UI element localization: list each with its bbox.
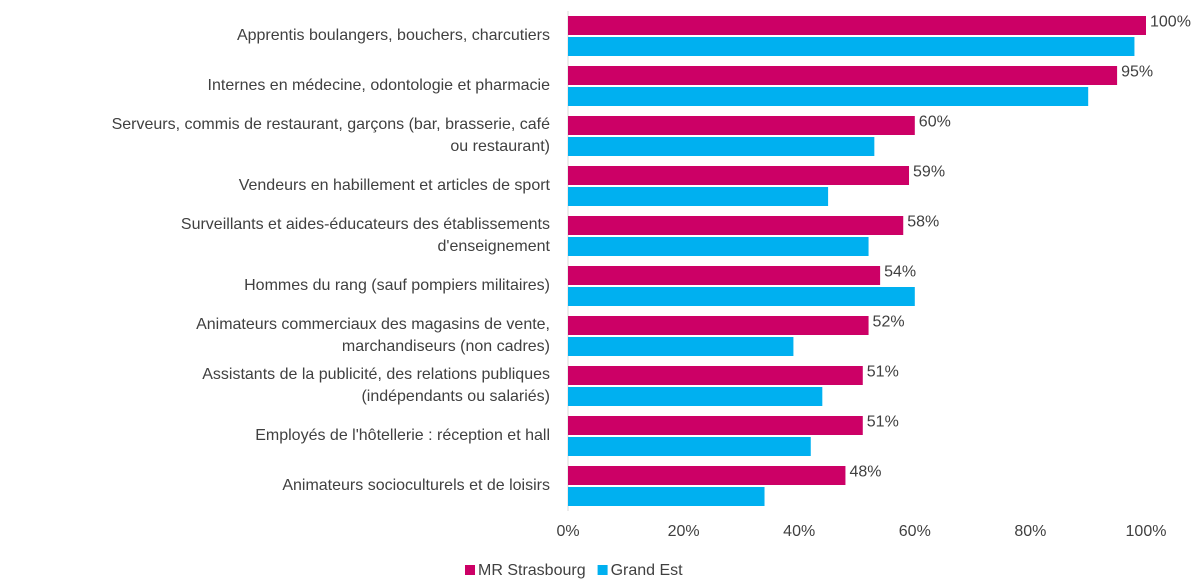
legend-label: Grand Est (611, 562, 684, 579)
bar (568, 37, 1135, 56)
x-tick-label: 80% (1014, 523, 1046, 540)
data-label: 51% (867, 364, 899, 381)
bar (568, 466, 846, 485)
data-label: 51% (867, 414, 899, 431)
category-label: Apprentis boulangers, bouchers, charcuti… (237, 27, 550, 44)
bar (568, 237, 869, 256)
category-label: Employés de l'hôtellerie : réception et … (255, 427, 550, 444)
bar (568, 16, 1146, 35)
x-tick-label: 100% (1126, 523, 1167, 540)
data-label: 59% (913, 164, 945, 181)
bar (568, 187, 829, 206)
bar (568, 137, 875, 156)
category-label: Vendeurs en habillement et articles de s… (239, 177, 551, 194)
legend-label: MR Strasbourg (478, 562, 586, 579)
category-label: Animateurs commerciaux des magasins de v… (196, 316, 550, 355)
x-tick-label: 40% (783, 523, 815, 540)
data-label: 95% (1121, 64, 1153, 81)
x-tick-label: 60% (899, 523, 931, 540)
bar (568, 287, 915, 306)
legend-swatch (597, 565, 608, 575)
data-label: 52% (873, 314, 905, 331)
category-label: Serveurs, commis de restaurant, garçons … (112, 116, 551, 155)
data-label: 54% (884, 264, 916, 281)
bar (568, 366, 863, 385)
bar (568, 437, 811, 456)
category-label: Assistants de la publicité, des relation… (202, 366, 550, 405)
data-label: 100% (1150, 14, 1191, 31)
bar (568, 87, 1089, 106)
bar (568, 316, 869, 335)
bar (568, 266, 881, 285)
data-label: 48% (849, 464, 881, 481)
bar (568, 216, 904, 235)
category-label: Internes en médecine, odontologie et pha… (208, 77, 551, 94)
bar (568, 337, 794, 356)
bar (568, 416, 863, 435)
bar (568, 487, 765, 506)
bar (568, 387, 823, 406)
bar (568, 116, 915, 135)
bar (568, 166, 910, 185)
data-label: 60% (919, 114, 951, 131)
category-label: Animateurs socioculturels et de loisirs (282, 477, 550, 494)
x-tick-label: 0% (556, 523, 579, 540)
x-tick-label: 20% (668, 523, 700, 540)
bar (568, 66, 1118, 85)
category-label: Hommes du rang (sauf pompiers militaires… (244, 277, 550, 294)
data-label: 58% (907, 214, 939, 231)
legend-swatch (465, 565, 475, 575)
category-label: Surveillants et aides-éducateurs des éta… (181, 216, 551, 255)
